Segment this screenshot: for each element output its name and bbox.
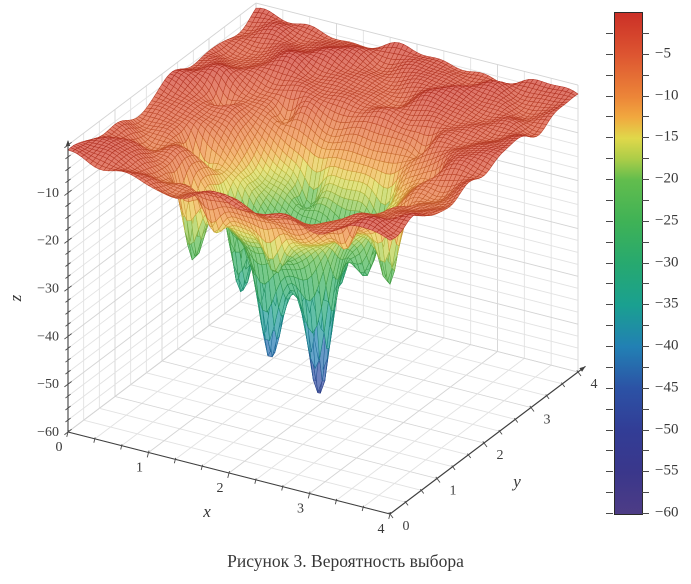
axis-label-x: x [203, 502, 211, 521]
axis-label-y: y [513, 472, 521, 491]
axis-label-z: z [6, 294, 25, 302]
figure-caption: Рисунок 3. Вероятность выбора [227, 551, 464, 571]
